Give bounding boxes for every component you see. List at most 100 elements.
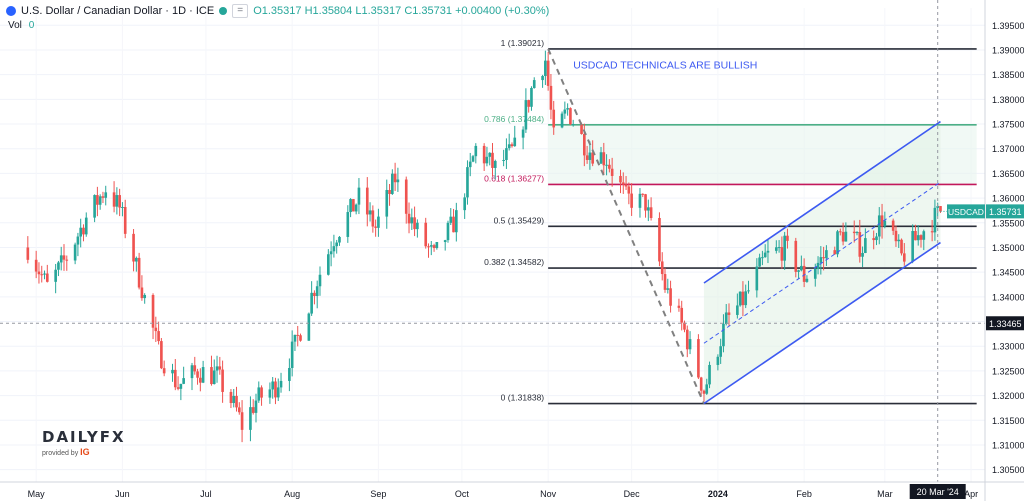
drawings	[0, 0, 985, 482]
candle-body	[160, 341, 163, 369]
candle-body	[532, 80, 536, 89]
candle-body	[819, 257, 823, 263]
time-tick-label: 2024	[708, 489, 728, 499]
candle-body	[96, 195, 99, 205]
candle-body	[112, 192, 116, 207]
candle-body	[424, 222, 428, 247]
candle-body	[123, 206, 127, 234]
candle-body	[755, 266, 759, 291]
plus-minus-icon[interactable]: =	[232, 4, 249, 18]
time-tick-label: Dec	[624, 489, 641, 499]
candle-body	[210, 367, 213, 385]
candle-body	[688, 339, 692, 350]
candle-body	[544, 60, 547, 77]
symbol-title[interactable]: U.S. Dollar / Canadian Dollar · 1D · ICE	[21, 5, 215, 17]
candle-body	[135, 257, 138, 262]
last-price-box	[986, 204, 1024, 219]
fib-level-label: 0.5 (1.35429)	[494, 215, 545, 225]
candle-body	[822, 257, 825, 259]
candle-body	[813, 269, 817, 279]
logo-provided-by: provided by	[42, 450, 79, 457]
candle-body	[747, 290, 750, 292]
price-tick-label: 1.34000	[992, 292, 1024, 302]
candle-body	[443, 240, 447, 243]
ohlc-values: O1.35317 H1.35804 L1.35317 C1.35731 +0.0…	[253, 5, 549, 17]
fib-level-label: 0 (1.31838)	[501, 393, 545, 403]
candle-body	[836, 231, 839, 255]
price-tick-label: 1.30500	[992, 465, 1024, 475]
trend-line	[547, 48, 705, 404]
candle-body	[677, 305, 681, 308]
candle-body	[880, 215, 884, 227]
change-value: +0.00400 (+0.30%)	[455, 5, 550, 17]
candle-body	[727, 312, 731, 315]
candle-body	[641, 193, 645, 195]
time-tick-label: Apr	[964, 489, 978, 499]
candle-body	[59, 255, 63, 263]
candle-body	[349, 199, 352, 213]
candle-body	[260, 387, 263, 398]
candle-body	[560, 113, 564, 128]
candle-body	[54, 269, 57, 282]
time-tick-label: Aug	[284, 489, 300, 499]
price-tick-label: 1.38500	[992, 70, 1024, 80]
candle-body	[313, 292, 316, 297]
candle-body	[777, 247, 781, 249]
candle-body	[491, 152, 494, 168]
candle-body	[290, 341, 294, 368]
candle-body	[708, 364, 711, 385]
candle-body	[872, 238, 876, 241]
logo-ig: IG	[80, 447, 90, 457]
logo-sub: provided by IG	[42, 447, 126, 457]
candle-body	[435, 242, 439, 249]
candle-body	[883, 220, 887, 227]
candle-body	[79, 227, 83, 237]
candle-body	[121, 206, 124, 208]
candle-body	[786, 235, 789, 241]
candle-body	[140, 287, 144, 299]
price-tick-label: 1.32000	[992, 391, 1024, 401]
price-tick-label: 1.37500	[992, 120, 1024, 130]
candle-body	[897, 239, 901, 242]
volume-legend[interactable]: Vol 0	[8, 20, 34, 31]
candle-body	[902, 253, 906, 262]
candle-body	[680, 307, 684, 323]
candle-body	[738, 291, 742, 306]
candle-body	[716, 356, 720, 365]
candle-body	[279, 380, 283, 388]
candle-body	[432, 245, 436, 249]
candle-body	[911, 230, 914, 262]
candle-body	[816, 262, 820, 270]
candle-body	[841, 232, 845, 242]
candle-body	[452, 216, 455, 233]
symbol-badge	[947, 204, 985, 219]
candle-body	[463, 197, 466, 211]
candle-body	[354, 204, 358, 212]
annotation-text: USDCAD TECHNICALS ARE BULLISH	[573, 60, 757, 72]
candle-body	[624, 184, 628, 187]
candle-body	[521, 129, 525, 138]
price-tick-label: 1.39500	[992, 21, 1024, 31]
candle-body	[933, 207, 937, 233]
close-value: C1.35731	[404, 5, 453, 17]
candle-body	[605, 164, 608, 166]
candle-body	[858, 232, 862, 257]
candle-body	[855, 232, 859, 234]
candle-body	[527, 100, 530, 107]
candle-body	[805, 278, 809, 282]
candle-body	[404, 179, 408, 214]
candle-body	[722, 323, 725, 347]
candle-body	[658, 217, 661, 262]
last-price-label: 1.35731	[989, 207, 1022, 217]
high-value: H1.35804	[304, 5, 353, 17]
flag-icon	[6, 6, 16, 16]
candle-body	[335, 242, 339, 247]
candle-body	[761, 257, 764, 259]
crosshair-date-box	[909, 484, 966, 499]
candle-body	[45, 273, 49, 282]
candle-body	[57, 262, 60, 270]
candle-body	[199, 377, 202, 383]
price-tick-label: 1.31000	[992, 440, 1024, 450]
